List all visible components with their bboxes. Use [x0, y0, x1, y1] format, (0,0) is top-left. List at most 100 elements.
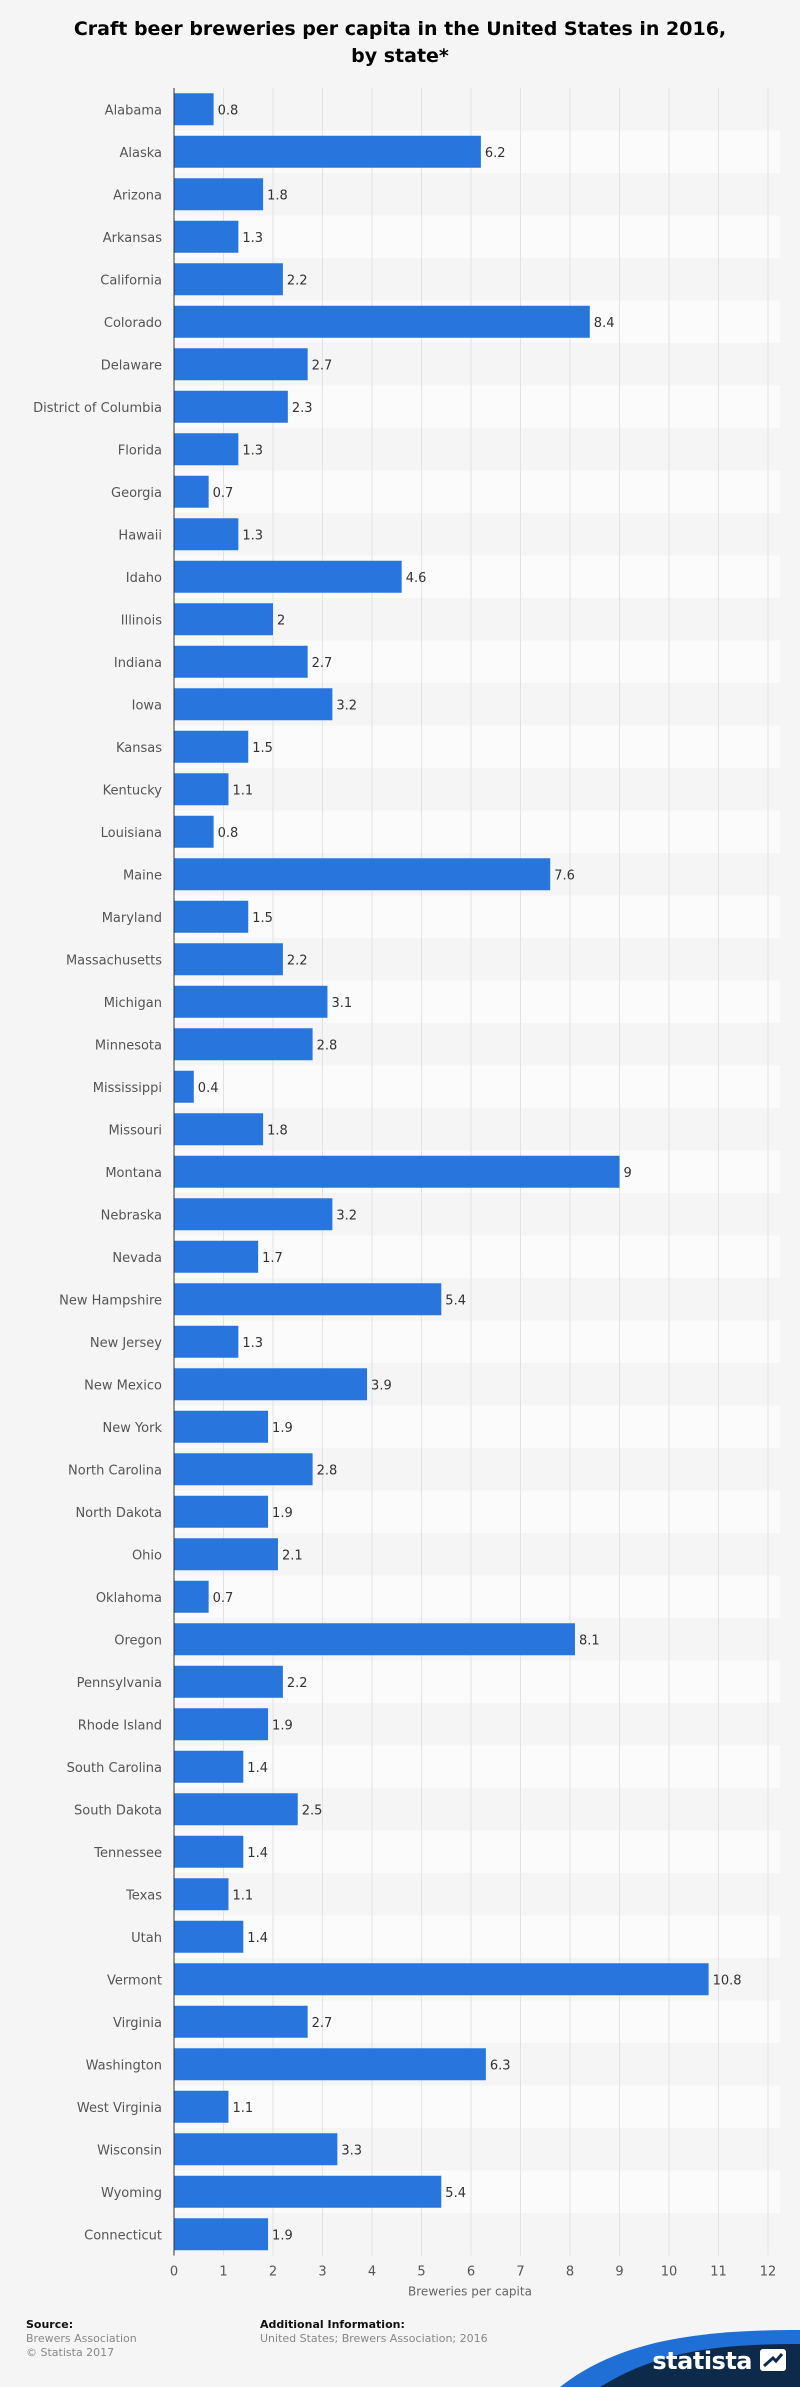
bar: [174, 220, 239, 253]
category-label: Mississippi: [93, 1081, 162, 1096]
data-label: 1.9: [272, 2228, 293, 2243]
category-label: Maryland: [102, 911, 162, 926]
row-band: [174, 810, 780, 853]
bar: [174, 900, 249, 933]
data-label: 2.1: [282, 1548, 303, 1563]
bar: [174, 1028, 313, 1061]
footer: Source: Brewers Association © Statista 2…: [0, 2300, 800, 2387]
row-band: [174, 173, 780, 216]
data-label: 1.7: [262, 1251, 283, 1266]
category-label: Arkansas: [103, 231, 162, 246]
bar: [174, 1240, 259, 1273]
data-label: 2.8: [317, 1038, 338, 1053]
row-band: [174, 1235, 780, 1278]
data-label: 8.1: [579, 1633, 600, 1648]
bar: [174, 2048, 486, 2081]
row-band: [174, 768, 780, 811]
data-label: 1.1: [232, 2101, 253, 2116]
row-band: [174, 1873, 780, 1916]
row-band: [174, 88, 780, 131]
data-label: 0.7: [213, 1591, 234, 1606]
row-band: [174, 1320, 780, 1363]
row-band: [174, 895, 780, 938]
data-labels: 0.8 6.2 1.8 1.3 2.2 8.4 2.7 2.3 1.3 0.7 1.3 4.6 2 2.7…: [198, 103, 742, 2243]
data-label: 5.4: [445, 1293, 466, 1308]
data-label: 10.8: [713, 1973, 742, 1988]
statista-logo-icon: [760, 2349, 786, 2371]
category-label: Nevada: [112, 1251, 162, 1266]
source-line: Brewers Association: [26, 2332, 137, 2345]
category-label: New York: [102, 1421, 162, 1436]
data-label: 2.3: [292, 401, 313, 416]
category-label: Wisconsin: [97, 2143, 162, 2158]
bar: [174, 1665, 283, 1698]
category-label: Ohio: [132, 1548, 162, 1563]
category-label: Louisiana: [101, 826, 162, 841]
data-label: 0.8: [218, 103, 239, 118]
bar: [174, 1835, 244, 1868]
data-label: 1.8: [267, 1123, 288, 1138]
x-tick-label: 7: [516, 2265, 524, 2280]
category-label: Virginia: [113, 2016, 162, 2031]
category-label: South Carolina: [67, 1761, 162, 1776]
data-label: 3.2: [336, 1208, 357, 1223]
row-band: [174, 1703, 780, 1746]
row-band: [174, 1108, 780, 1151]
data-label: 6.2: [485, 146, 506, 161]
category-label: Michigan: [104, 996, 162, 1011]
data-label: 1.3: [242, 1336, 263, 1351]
row-band: [174, 1575, 780, 1618]
x-tick-label: 0: [170, 2265, 178, 2280]
bars: [174, 93, 709, 2251]
bar: [174, 603, 273, 636]
category-label: Kentucky: [103, 783, 163, 798]
data-label: 1.5: [252, 741, 273, 756]
row-band: [174, 2085, 780, 2128]
category-label: Pennsylvania: [77, 1676, 162, 1691]
x-tick-label: 4: [368, 2265, 376, 2280]
bar: [174, 1283, 442, 1316]
bar: [174, 1113, 264, 1146]
bar: [174, 1495, 269, 1528]
data-label: 3.9: [371, 1378, 392, 1393]
bar: [174, 858, 551, 891]
category-label: Wyoming: [101, 2186, 162, 2201]
category-label: New Jersey: [90, 1336, 162, 1351]
category-label: Indiana: [114, 656, 162, 671]
bar: [174, 985, 328, 1018]
bar: [174, 2175, 442, 2208]
data-label: 1.4: [247, 1846, 268, 1861]
row-band: [174, 1915, 780, 1958]
data-label: 1.1: [232, 1888, 253, 1903]
statista-logo[interactable]: statista: [652, 2347, 752, 2375]
bar: [174, 2090, 229, 2123]
category-label: Connecticut: [84, 2228, 162, 2243]
bar: [174, 178, 264, 211]
category-label: Arizona: [113, 188, 162, 203]
brand-wave: [560, 2330, 800, 2387]
bar: [174, 1155, 620, 1188]
category-label: Hawaii: [118, 528, 162, 543]
bar: [174, 560, 402, 593]
row-band: [174, 1745, 780, 1788]
bar: [174, 348, 308, 381]
bar: [174, 1708, 269, 1741]
category-label: North Carolina: [68, 1463, 162, 1478]
data-label: 1.3: [242, 528, 263, 543]
row-band: [174, 428, 780, 471]
x-tick-label: 12: [760, 2265, 777, 2280]
x-tick-label: 2: [269, 2265, 277, 2280]
bar: [174, 433, 239, 466]
data-label: 1.5: [252, 911, 273, 926]
category-label: Tennessee: [93, 1846, 162, 1861]
bar: [174, 135, 481, 168]
data-label: 2.7: [312, 358, 333, 373]
data-label: 1.4: [247, 1931, 268, 1946]
category-label: Texas: [125, 1888, 162, 1903]
data-label: 7.6: [554, 868, 575, 883]
data-label: 0.8: [218, 826, 239, 841]
row-band: [174, 1830, 780, 1873]
row-band: [174, 598, 780, 641]
bar: [174, 1410, 269, 1443]
bar: [174, 475, 209, 508]
